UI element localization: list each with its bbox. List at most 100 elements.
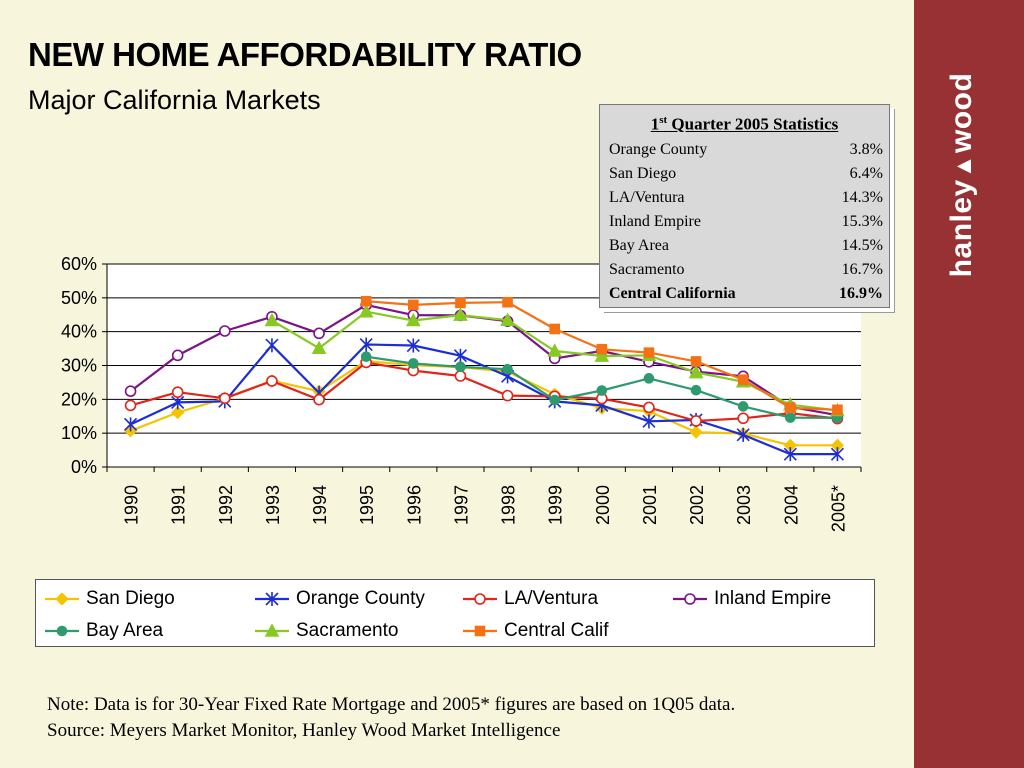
data-point (830, 447, 845, 462)
data-point (455, 297, 466, 309)
data-point (454, 370, 467, 382)
brand-text-right: wood (945, 72, 978, 153)
legend-label: Central Calif (504, 620, 609, 641)
legend-swatch (45, 592, 79, 606)
data-point (690, 356, 702, 367)
x-tick-label: 2004 (781, 485, 801, 525)
series-orange-county (123, 337, 845, 462)
data-point (171, 349, 184, 362)
legend-item: Orange County (254, 587, 425, 611)
stats-row-label: Bay Area (609, 236, 669, 254)
data-point (171, 405, 185, 420)
stats-row-value: 16.7% (841, 260, 883, 278)
data-point (643, 347, 655, 358)
data-point (596, 343, 608, 355)
data-point (502, 296, 513, 308)
footnote-line-1: Note: Data is for 30-Year Fixed Rate Mor… (47, 694, 736, 715)
legend-label: LA/Ventura (504, 588, 599, 609)
x-tick-label: 1993 (263, 485, 283, 525)
legend-item: Central Calif (462, 619, 609, 643)
brand-sidebar (914, 0, 1024, 768)
data-point (56, 625, 68, 637)
data-point (643, 401, 655, 414)
data-point (124, 399, 137, 412)
brand-logo: hanley▲wood (945, 73, 979, 278)
legend-item: LA/Ventura (462, 587, 598, 611)
x-tick-label: 1990 (122, 485, 142, 525)
data-point (549, 323, 560, 335)
x-tick-label: 2005* (828, 485, 848, 532)
stats-row-label: Central California (609, 284, 736, 302)
data-point (690, 415, 702, 427)
x-tick-label: 1996 (404, 485, 424, 525)
footnote-line-2: Source: Meyers Market Monitor, Hanley Wo… (47, 720, 561, 741)
stats-row-label: Inland Empire (609, 212, 701, 230)
stats-box: 1st Quarter 2005 Statistics Orange Count… (599, 104, 890, 308)
series-line (130, 343, 838, 456)
data-point (358, 304, 374, 318)
data-point (360, 351, 372, 363)
data-point (474, 625, 486, 637)
stats-row: Bay Area 14.5% (600, 234, 889, 258)
data-point (453, 307, 468, 321)
legend-swatch (45, 625, 79, 637)
data-point (737, 374, 749, 386)
data-point (643, 373, 655, 384)
x-tick-label: 2003 (734, 485, 754, 525)
data-point (783, 447, 797, 462)
stats-row: Orange County 3.8% (600, 138, 889, 162)
stats-row-label: LA/Ventura (609, 188, 685, 206)
chart-legend: San Diego Orange County LA/Ventura Inland E… (35, 579, 875, 647)
stats-row-label: San Diego (609, 164, 677, 182)
data-point (264, 312, 280, 327)
y-tick-label: 30% (61, 356, 97, 376)
data-point (549, 394, 560, 406)
brand-triangle-icon: ▲ (950, 154, 977, 179)
data-point (684, 593, 696, 605)
legend-label: Orange County (296, 588, 425, 609)
data-point (594, 348, 610, 362)
legend-label: Inland Empire (714, 588, 832, 609)
data-point (265, 592, 279, 606)
data-point (737, 401, 749, 412)
page-subtitle: Major California Markets (28, 85, 321, 115)
data-point (474, 593, 486, 605)
data-point (123, 417, 138, 432)
stats-title: 1st Quarter 2005 Statistics (650, 114, 839, 134)
data-point (219, 325, 231, 337)
x-tick-label: 1994 (310, 485, 330, 525)
footnote: Note: Data is for 30-Year Fixed Rate Mor… (47, 692, 735, 744)
stats-row-value: 16.9% (839, 284, 883, 302)
data-point (785, 412, 796, 423)
y-tick-label: 50% (61, 288, 97, 308)
legend-item: Sacramento (254, 619, 398, 643)
data-point (313, 327, 325, 340)
data-point (360, 295, 372, 307)
stats-row-value: 3.8% (849, 140, 883, 158)
x-tick-label: 1997 (451, 485, 471, 525)
x-tick-label: 1999 (546, 485, 566, 525)
data-point (690, 384, 702, 396)
stats-row-value: 15.3% (841, 212, 883, 230)
data-point (453, 348, 468, 363)
legend-label: San Diego (86, 588, 175, 609)
x-tick-label: 1991 (169, 485, 189, 525)
data-point (737, 412, 749, 425)
data-point (264, 624, 280, 637)
stats-row: Inland Empire 15.3% (600, 210, 889, 234)
stats-row: LA/Ventura 14.3% (600, 186, 889, 210)
x-tick-label: 2002 (687, 485, 707, 525)
legend-swatch (463, 625, 497, 637)
legend-item: Inland Empire (672, 587, 831, 611)
data-point (502, 363, 513, 375)
x-tick-label: 1992 (216, 485, 236, 525)
x-tick-label: 1998 (499, 485, 519, 525)
legend-swatch (673, 593, 707, 605)
legend-label: Bay Area (86, 620, 164, 641)
stats-row-total: Central California 16.9% (600, 282, 889, 306)
legend-item: San Diego (44, 587, 175, 611)
data-point (124, 385, 137, 398)
stats-row-label: Orange County (609, 140, 708, 158)
data-point (313, 393, 325, 406)
stats-row-label: Sacramento (609, 260, 685, 278)
